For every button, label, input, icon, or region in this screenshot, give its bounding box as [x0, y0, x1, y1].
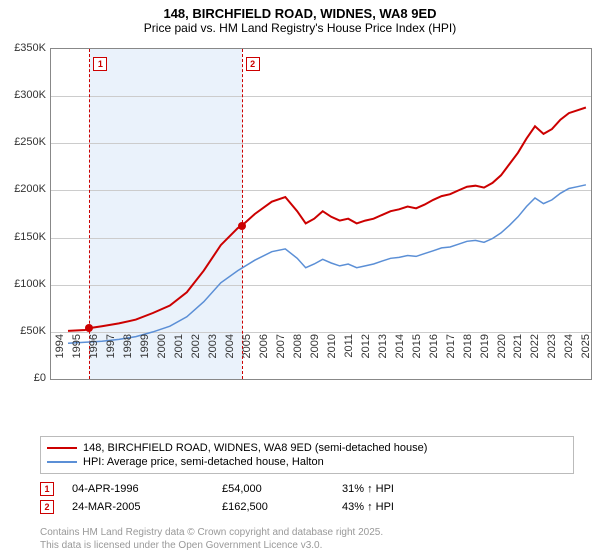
chart-title: 148, BIRCHFIELD ROAD, WIDNES, WA8 9ED	[0, 0, 600, 21]
legend-item-hpi: HPI: Average price, semi-detached house,…	[47, 455, 567, 469]
legend-label: 148, BIRCHFIELD ROAD, WIDNES, WA8 9ED (s…	[83, 442, 427, 454]
transaction-price: £162,500	[222, 501, 342, 513]
legend-swatch	[47, 461, 77, 463]
legend-swatch	[47, 447, 77, 449]
attribution-line: This data is licensed under the Open Gov…	[40, 539, 383, 552]
transaction-marker-icon: 2	[40, 500, 54, 514]
transaction-diff: 31% ↑ HPI	[342, 483, 394, 495]
chart-area: 12 £0£50K£100K£150K£200K£250K£300K£350K …	[50, 48, 590, 398]
legend-item-property: 148, BIRCHFIELD ROAD, WIDNES, WA8 9ED (s…	[47, 441, 567, 455]
chart-subtitle: Price paid vs. HM Land Registry's House …	[0, 21, 600, 39]
plot-region: 12	[50, 48, 592, 380]
transaction-table: 1 04-APR-1996 £54,000 31% ↑ HPI 2 24-MAR…	[40, 480, 394, 516]
transaction-price: £54,000	[222, 483, 342, 495]
legend-label: HPI: Average price, semi-detached house,…	[83, 456, 324, 468]
transaction-date: 04-APR-1996	[72, 483, 222, 495]
transaction-row: 1 04-APR-1996 £54,000 31% ↑ HPI	[40, 480, 394, 498]
line-series	[51, 49, 591, 379]
transaction-row: 2 24-MAR-2005 £162,500 43% ↑ HPI	[40, 498, 394, 516]
transaction-marker-icon: 1	[40, 482, 54, 496]
chart-container: 148, BIRCHFIELD ROAD, WIDNES, WA8 9ED Pr…	[0, 0, 600, 560]
legend: 148, BIRCHFIELD ROAD, WIDNES, WA8 9ED (s…	[40, 436, 574, 474]
attribution: Contains HM Land Registry data © Crown c…	[40, 526, 383, 552]
attribution-line: Contains HM Land Registry data © Crown c…	[40, 526, 383, 539]
transaction-diff: 43% ↑ HPI	[342, 501, 394, 513]
transaction-date: 24-MAR-2005	[72, 501, 222, 513]
